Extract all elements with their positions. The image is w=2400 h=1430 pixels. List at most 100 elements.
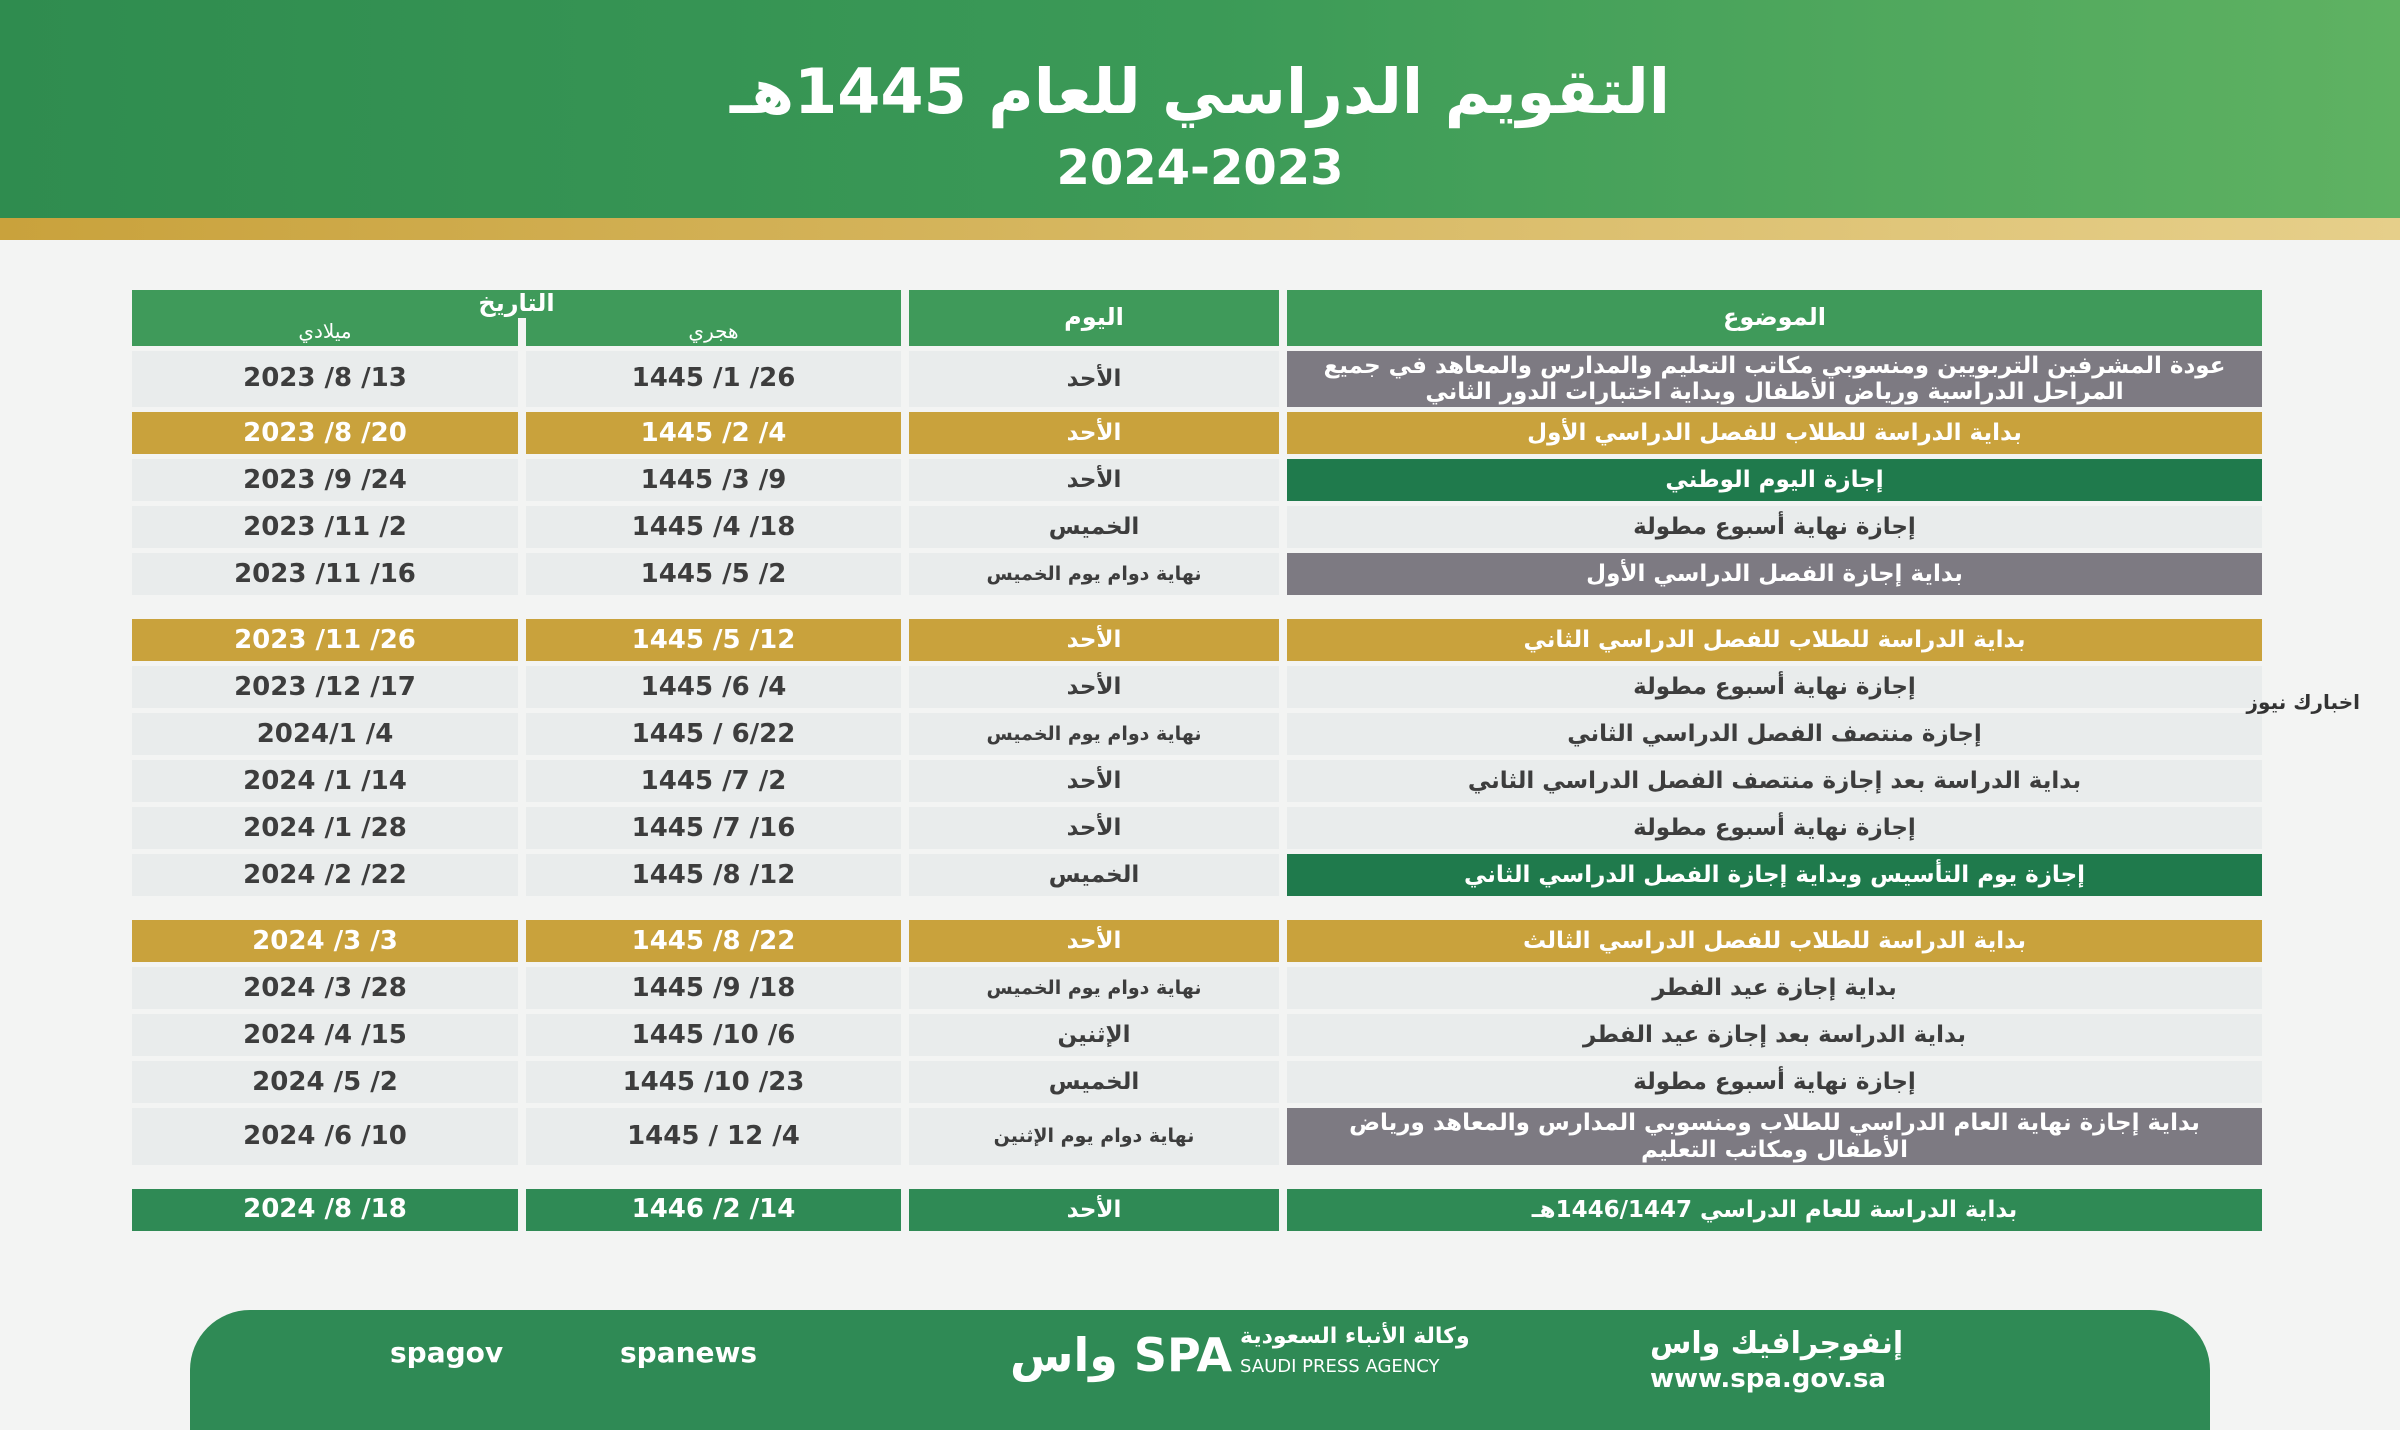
topic: إجازة نهاية أسبوع مطولة [1287, 807, 2262, 850]
gregorian-date: 2024 /4 /15 [132, 1014, 518, 1057]
gold-strip [0, 218, 2400, 240]
topic: بداية إجازة عيد الفطر [1287, 967, 2262, 1010]
topic: عودة المشرفين التربويين ومنسوبي مكاتب ال… [1287, 350, 2262, 408]
gregorian-date: 2024 /1 /28 [132, 807, 518, 850]
column-header: الموضوع [1287, 290, 2262, 346]
hijri-date: 1445 /3 /9 [526, 459, 901, 502]
topic: بداية الدراسة بعد إجازة عيد الفطر [1287, 1014, 2262, 1057]
day: الأحد [909, 619, 1279, 662]
row: بداية الدراسة للطلاب للفصل الدراسي الثان… [132, 619, 2262, 662]
row: بداية الدراسة للطلاب للفصل الدراسي الأول… [132, 412, 2262, 455]
gregorian-date: 2023 /12 /17 [132, 666, 518, 709]
topic: إجازة منتصف الفصل الدراسي الثاني [1287, 713, 2262, 756]
column-header: اليوم [909, 290, 1279, 346]
day: الأحد [909, 807, 1279, 850]
row: بداية إجازة عيد الفطر نهاية دوام يوم الخم… [132, 967, 2262, 1010]
handle: spagov [390, 1336, 504, 1369]
gregorian-date: 2023 /9 /24 [132, 459, 518, 502]
watermark: اخبارك نيوز [2246, 690, 2360, 714]
calendar-table: الموضوع اليوم التاريخ هجري ميلادي عودة ا… [132, 289, 2262, 1255]
logo: واس SPA [1010, 1328, 1233, 1382]
infographic: إنفوجرافيك واس [1650, 1326, 1904, 1361]
row: بداية إجازة نهاية العام الدراسي للطلاب و… [132, 1108, 2262, 1166]
topic: إجازة نهاية أسبوع مطولة [1287, 666, 2262, 709]
handle: spanews [620, 1336, 758, 1369]
row-group: بداية الدراسة للعام الدراسي 1446/1447هـ ا… [132, 1189, 2262, 1232]
day: الخميس [909, 1061, 1279, 1104]
topic: إجازة اليوم الوطني [1287, 459, 2262, 502]
day: نهاية دوام يوم الإثنين [909, 1108, 1279, 1166]
row: بداية إجازة الفصل الدراسي الأول نهاية دوا… [132, 553, 2262, 596]
hijri-date: 1445 /7 /16 [526, 807, 901, 850]
header-band [0, 0, 2400, 218]
topic: بداية إجازة الفصل الدراسي الأول [1287, 553, 2262, 596]
day: الخميس [909, 506, 1279, 549]
day: الخميس [909, 854, 1279, 897]
gregorian-date: 2024 /8 /18 [132, 1189, 518, 1232]
gregorian-date: 2023 /11 /26 [132, 619, 518, 662]
row: إجازة نهاية أسبوع مطولة الخميس 1445 /10 /2… [132, 1061, 2262, 1104]
gregorian-date: 2023 /8 /13 [132, 350, 518, 408]
gregorian-date: 2024 /2 /22 [132, 854, 518, 897]
gregorian-date: 2024/1 /4 [132, 713, 518, 756]
row: إجازة منتصف الفصل الدراسي الثاني نهاية دو… [132, 713, 2262, 756]
row: بداية الدراسة بعد إجازة منتصف الفصل الدر… [132, 760, 2262, 803]
hijri-date: 1446 /2 /14 [526, 1189, 901, 1232]
topic: بداية الدراسة للطلاب للفصل الدراسي الأول [1287, 412, 2262, 455]
row-group: عودة المشرفين التربويين ومنسوبي مكاتب ال… [132, 350, 2262, 596]
row: إجازة نهاية أسبوع مطولة الأحد 1445 /7 /16 2… [132, 807, 2262, 850]
topic: بداية الدراسة للطلاب للفصل الدراسي الثان… [1287, 619, 2262, 662]
column-header: التاريخ [132, 289, 901, 318]
topic: بداية إجازة نهاية العام الدراسي للطلاب و… [1287, 1108, 2262, 1166]
row: عودة المشرفين التربويين ومنسوبي مكاتب ال… [132, 350, 2262, 408]
row: إجازة اليوم الوطني الأحد 1445 /3 /9 2023 /9… [132, 459, 2262, 502]
gregorian-date: 2024 /1 /14 [132, 760, 518, 803]
hijri-date: 1445 /10 /6 [526, 1014, 901, 1057]
hijri-date: 1445 /4 /18 [526, 506, 901, 549]
hijri-date: 1445 /2 /4 [526, 412, 901, 455]
topic: إجازة نهاية أسبوع مطولة [1287, 1061, 2262, 1104]
row: إجازة نهاية أسبوع مطولة الأحد 1445 /6 /4 20… [132, 666, 2262, 709]
hijri-date: 1445 /5 /2 [526, 553, 901, 596]
topic: إجازة يوم التأسيس وبداية إجازة الفصل الد… [1287, 854, 2262, 897]
row: بداية الدراسة للعام الدراسي 1446/1447هـ ا… [132, 1189, 2262, 1232]
footer: spagov spanews واس SPA وكالة الأنباء الس… [190, 1310, 2210, 1430]
gregorian-date: 2023 /8 /20 [132, 412, 518, 455]
day: الأحد [909, 459, 1279, 502]
gregorian-date: 2023 /11 /2 [132, 506, 518, 549]
row: بداية الدراسة بعد إجازة عيد الفطر الإثنين… [132, 1014, 2262, 1057]
day: الأحد [909, 920, 1279, 963]
hijri-date: 1445 /8 /22 [526, 920, 901, 963]
day: الأحد [909, 666, 1279, 709]
hijri-date: 1445 /9 /18 [526, 967, 901, 1010]
topic: بداية الدراسة للعام الدراسي 1446/1447هـ [1287, 1189, 2262, 1232]
title: التقويم الدراسي للعام 1445هـ [729, 55, 1671, 128]
day: الإثنين [909, 1014, 1279, 1057]
hijri-date: 1445 /6 /4 [526, 666, 901, 709]
topic: بداية الدراسة للطلاب للفصل الدراسي الثال… [1287, 920, 2262, 963]
row-group: بداية الدراسة للطلاب للفصل الدراسي الثان… [132, 619, 2262, 897]
column-header: ميلادي [132, 317, 518, 346]
day: الأحد [909, 350, 1279, 408]
gregorian-date: 2023 /11 /16 [132, 553, 518, 596]
gregorian-date: 2024 /6 /10 [132, 1108, 518, 1166]
hijri-date: 1445 / 6/22 [526, 713, 901, 756]
gregorian-date: 2024 /3 /3 [132, 920, 518, 963]
agency-ar: وكالة الأنباء السعودية [1240, 1324, 1470, 1349]
hijri-date: 1445 /8 /12 [526, 854, 901, 897]
topic: إجازة نهاية أسبوع مطولة [1287, 506, 2262, 549]
row-group: بداية الدراسة للطلاب للفصل الدراسي الثال… [132, 920, 2262, 1166]
url: www.spa.gov.sa [1650, 1364, 1886, 1394]
day: الأحد [909, 412, 1279, 455]
row: إجازة نهاية أسبوع مطولة الخميس 1445 /4 /18… [132, 506, 2262, 549]
header-row: الموضوع اليوم التاريخ هجري ميلادي [132, 289, 2262, 346]
day: نهاية دوام يوم الخميس [909, 553, 1279, 596]
hijri-date: 1445 /1 /26 [526, 350, 901, 408]
row: بداية الدراسة للطلاب للفصل الدراسي الثال… [132, 920, 2262, 963]
gregorian-date: 2024 /3 /28 [132, 967, 518, 1010]
hijri-date: 1445 /5 /12 [526, 619, 901, 662]
column-header: هجري [526, 317, 901, 346]
hijri-date: 1445 /10 /23 [526, 1061, 901, 1104]
hijri-date: 1445 /7 /2 [526, 760, 901, 803]
